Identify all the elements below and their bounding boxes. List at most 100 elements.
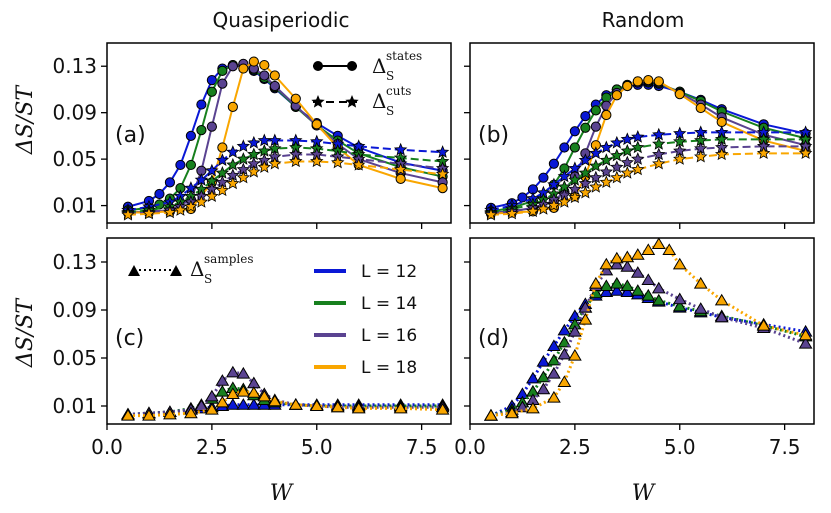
data-point-cuts-L18 (257, 160, 272, 173)
y-tick-label: 0.01 (52, 394, 97, 418)
data-point-states-L18 (227, 101, 238, 112)
data-point-states-L12 (196, 99, 207, 110)
data-point-cuts-L18 (215, 183, 230, 197)
data-point-cuts-L12 (589, 146, 603, 160)
data-point-samples-L16 (194, 399, 209, 411)
data-point-cuts-L12 (610, 135, 624, 149)
data-point-cuts-L14 (631, 140, 645, 154)
data-point-samples-L18 (641, 243, 656, 255)
data-point-states-L14 (580, 122, 591, 133)
data-point-cuts-L12 (557, 169, 572, 183)
data-point-samples-L18 (246, 386, 261, 398)
data-point-cuts-L16 (631, 152, 645, 165)
data-point-samples-L16 (798, 336, 813, 349)
legend-states-marker-right (347, 61, 357, 71)
data-point-cuts-L14 (589, 159, 603, 172)
x-tick-label: 5.0 (301, 435, 333, 459)
data-point-samples-L18 (215, 395, 230, 408)
data-point-cuts-L12 (257, 133, 272, 147)
data-point-samples-L14 (547, 353, 561, 366)
data-point-samples-L14 (630, 284, 645, 296)
data-point-states-L16 (206, 121, 217, 132)
data-point-states-L18 (632, 76, 643, 87)
y-tick-label: 0.13 (52, 250, 97, 274)
data-point-samples-L18 (351, 401, 366, 414)
data-point-cuts-L18 (331, 155, 345, 169)
data-point-states-L14 (569, 142, 580, 153)
data-point-samples-L18 (599, 257, 614, 270)
legend-samples-marker-right (170, 265, 182, 276)
legend-size-label: L = 18 (361, 358, 417, 378)
series-line-samples-L12 (490, 289, 806, 417)
data-point-cuts-L14 (578, 166, 593, 179)
data-point-cuts-L18 (589, 179, 603, 193)
data-point-samples-L12 (557, 323, 572, 336)
x-tick-label: 0.0 (454, 435, 486, 459)
data-point-states-L12 (580, 111, 591, 122)
data-point-samples-L18 (236, 384, 251, 397)
data-point-cuts-L12 (578, 153, 593, 166)
data-point-cuts-L12 (247, 135, 261, 149)
panel-letter: (b) (478, 123, 509, 148)
data-point-samples-L18 (435, 402, 450, 415)
data-point-states-L18 (653, 76, 664, 87)
data-point-cuts-L18 (163, 205, 177, 219)
ylabel-top: ΔS/ST (13, 84, 38, 155)
data-point-cuts-L16 (620, 155, 635, 169)
panel-a: 0.01 0.05 0.09 0.13 (a) (52, 42, 452, 229)
panel-b: (b) (464, 42, 815, 229)
data-point-samples-L18 (798, 328, 813, 341)
data-point-samples-L16 (557, 347, 572, 360)
legend-samples-base: Δ (190, 257, 204, 281)
data-point-states-L18 (217, 142, 228, 153)
data-point-cuts-L18 (435, 167, 450, 180)
legend-cuts-marker-left (311, 95, 325, 108)
legend-size-label: L = 14 (361, 294, 417, 314)
series-group (121, 365, 450, 421)
data-point-states-L18 (716, 116, 727, 128)
data-point-samples-L18 (484, 408, 498, 421)
legend-cuts-base: Δ (372, 89, 386, 113)
data-point-samples-L12 (246, 398, 261, 410)
series-line-samples-L14 (490, 282, 806, 418)
data-point-cuts-L18 (756, 146, 771, 160)
data-point-cuts-L12 (215, 153, 230, 166)
data-point-cuts-L18 (631, 162, 645, 176)
data-point-samples-L14 (536, 370, 551, 383)
data-point-samples-L16 (609, 257, 624, 270)
data-point-samples-L12 (547, 339, 561, 351)
data-point-cuts-L18 (310, 154, 324, 168)
data-point-cuts-L18 (536, 202, 551, 215)
xlabel-left: W (270, 481, 295, 506)
data-point-samples-L18 (578, 312, 593, 325)
data-point-cuts-L16 (610, 160, 624, 173)
legend-states-sup: states (386, 49, 422, 63)
series-group (121, 56, 450, 221)
y-tick-label: 0.05 (52, 346, 97, 370)
data-point-samples-L18 (163, 407, 177, 420)
data-point-samples-L18 (547, 390, 561, 403)
data-point-samples-L18 (662, 243, 677, 255)
data-point-cuts-L16 (599, 164, 614, 178)
data-point-samples-L16 (225, 365, 240, 378)
series-line-samples-L12 (127, 403, 443, 416)
data-point-states-L12 (538, 172, 549, 183)
legend-size-label: L = 16 (361, 326, 417, 346)
data-point-cuts-L18 (184, 199, 198, 213)
xlabel-right: W (632, 481, 657, 506)
data-point-states-L16 (259, 70, 270, 81)
data-point-samples-L18 (609, 251, 624, 264)
data-point-cuts-L18 (236, 170, 251, 184)
data-point-states-L18 (311, 119, 322, 130)
data-point-samples-L16 (620, 260, 635, 272)
data-point-cuts-L18 (599, 175, 614, 189)
panel-letter: (d) (478, 326, 509, 351)
data-point-cuts-L12 (236, 139, 251, 153)
x-tick-label: 2.5 (559, 435, 591, 459)
data-point-states-L18 (290, 93, 301, 104)
data-point-samples-L12 (599, 285, 614, 297)
data-point-states-L18 (269, 70, 280, 81)
legend-samples-marker-left (128, 265, 140, 276)
data-point-samples-L18 (267, 394, 282, 407)
panel-letter: (c) (115, 326, 144, 351)
